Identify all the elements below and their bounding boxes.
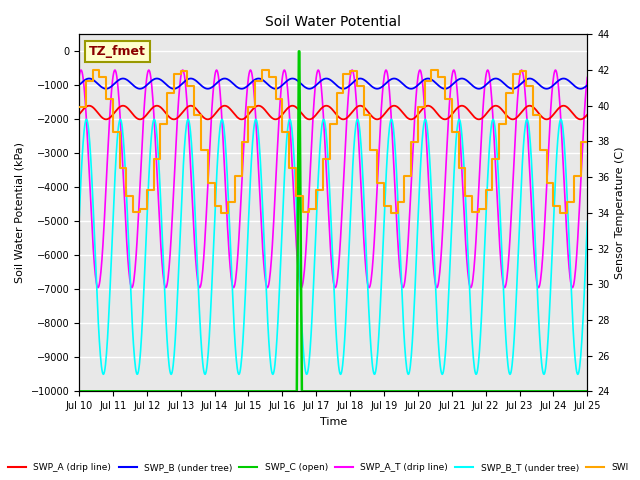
Text: TZ_fmet: TZ_fmet: [89, 45, 146, 58]
Title: Soil Water Potential: Soil Water Potential: [265, 15, 401, 29]
Y-axis label: Sensor Temperature (C): Sensor Temperature (C): [615, 146, 625, 279]
Y-axis label: Soil Water Potential (kPa): Soil Water Potential (kPa): [15, 143, 25, 283]
X-axis label: Time: Time: [319, 417, 347, 427]
Legend: SWP_A (drip line), SWP_B (under tree), SWP_C (open), SWP_A_T (drip line), SWP_B_: SWP_A (drip line), SWP_B (under tree), S…: [4, 459, 632, 476]
